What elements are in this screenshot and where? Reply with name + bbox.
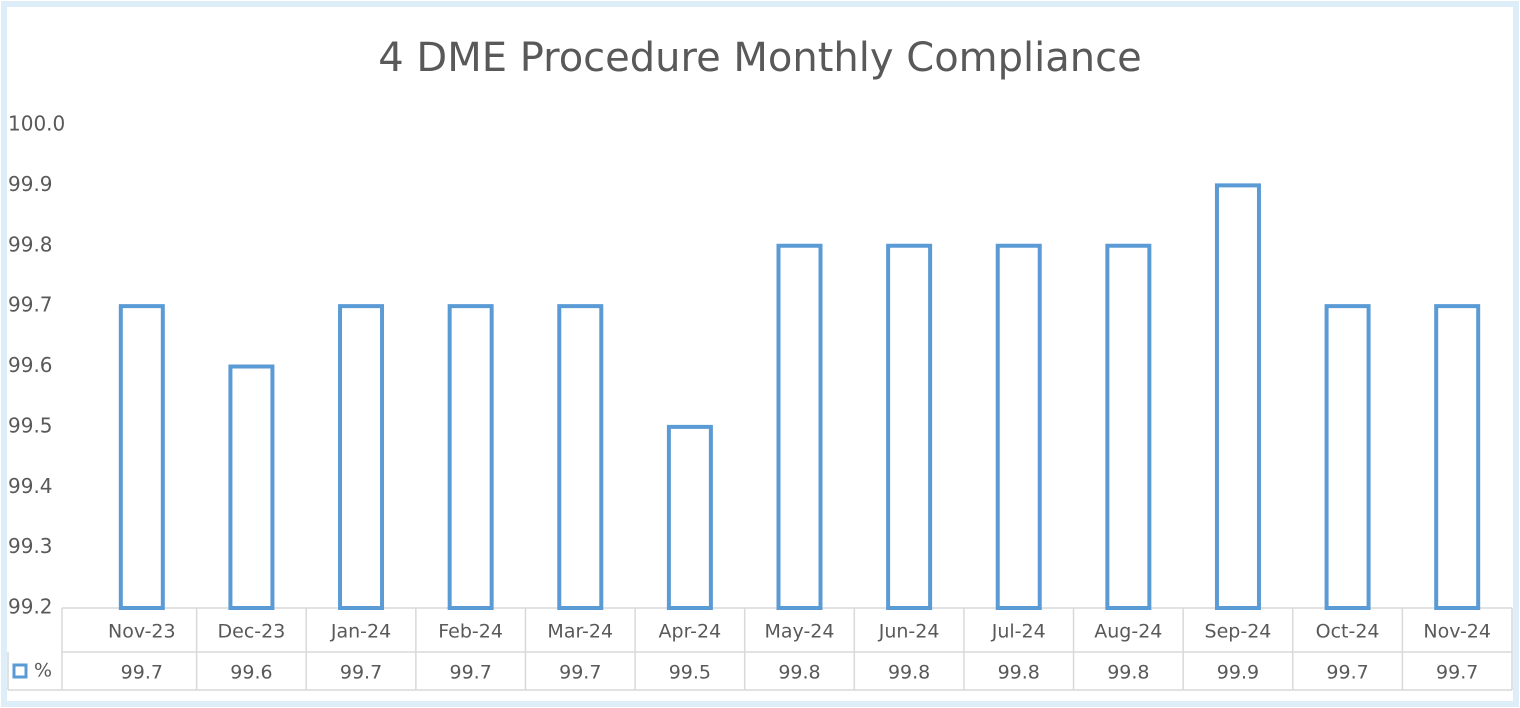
bar [338, 304, 385, 610]
table-value: 99.8 [998, 662, 1040, 684]
chart-title: 4 DME Procedure Monthly Compliance [378, 35, 1141, 81]
table-value: 99.7 [340, 662, 382, 684]
x-tick-label: Jul-24 [991, 621, 1046, 643]
y-tick-label: 99.3 [8, 534, 53, 558]
x-tick-label: Feb-24 [438, 621, 503, 643]
y-tick-label: 99.5 [8, 413, 53, 437]
bar [1105, 243, 1152, 610]
bar [666, 424, 713, 610]
x-tick-label: Apr-24 [659, 621, 722, 643]
x-tick-label: May-24 [765, 621, 835, 643]
table-value: 99.8 [1107, 662, 1149, 684]
table-value: 99.6 [230, 662, 272, 684]
y-tick-label: 99.9 [8, 172, 53, 196]
bar [228, 364, 275, 610]
table-value: 99.9 [1217, 662, 1259, 684]
bar [557, 304, 604, 610]
bar [447, 304, 494, 610]
y-tick-label: 100.0 [8, 112, 65, 136]
x-tick-label: Aug-24 [1094, 621, 1162, 643]
y-tick-label: 99.7 [8, 293, 53, 317]
x-tick-label: Oct-24 [1316, 621, 1380, 643]
bar [886, 243, 933, 610]
bar [995, 243, 1042, 610]
table-value: 99.7 [1326, 662, 1368, 684]
table-value: 99.7 [121, 662, 163, 684]
y-tick-label: 99.8 [8, 232, 53, 256]
bar [1214, 183, 1261, 610]
x-tick-label: Jun-24 [878, 621, 940, 643]
table-value: 99.8 [888, 662, 930, 684]
bar [776, 243, 823, 610]
legend-label: % [34, 660, 52, 682]
x-tick-label: Mar-24 [547, 621, 613, 643]
bar [1434, 304, 1481, 610]
x-tick-label: Dec-23 [218, 621, 286, 643]
legend-key [12, 663, 28, 679]
table-value: 99.7 [449, 662, 491, 684]
table-value: 99.7 [1436, 662, 1478, 684]
x-tick-label: Nov-23 [108, 621, 176, 643]
y-tick-label: 99.6 [8, 353, 53, 377]
table-value: 99.7 [559, 662, 601, 684]
x-tick-label: Sep-24 [1205, 621, 1272, 643]
table-value: 99.8 [778, 662, 820, 684]
bar [1324, 304, 1371, 610]
bar [118, 304, 165, 610]
y-tick-label: 99.4 [8, 474, 53, 498]
x-tick-label: Nov-24 [1423, 621, 1491, 643]
x-tick-label: Jan-24 [330, 621, 391, 643]
table-value: 99.5 [669, 662, 711, 684]
y-tick-label: 99.2 [8, 595, 53, 619]
